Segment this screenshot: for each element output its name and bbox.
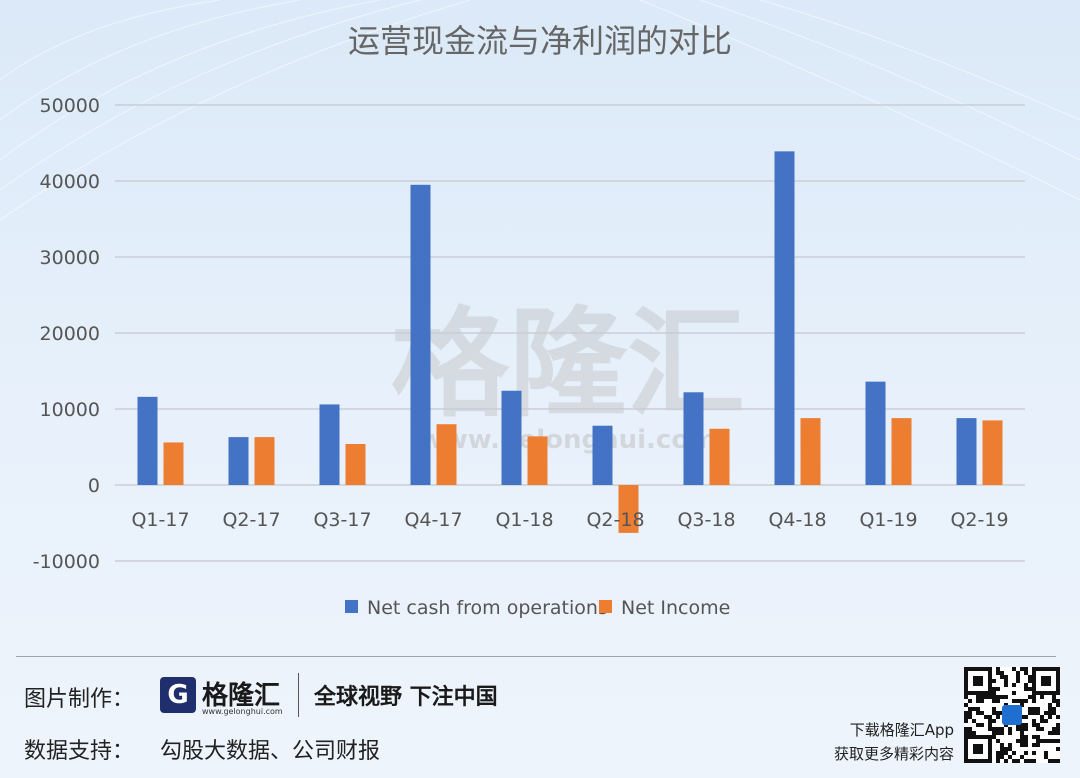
legend-swatch-1 [599, 600, 612, 613]
bar-net-cash-Q2-18 [592, 425, 613, 485]
chart-title: 运营现金流与净利润的对比 [348, 22, 732, 60]
slogan: 全球视野 下注中国 [314, 685, 498, 710]
bar-net-income-Q4-17 [436, 424, 457, 485]
x-tick-label: Q3-18 [677, 509, 735, 531]
bar-net-cash-Q2-17 [228, 437, 249, 485]
logo-name: 格隆汇 [202, 681, 281, 711]
y-axis: -10000 0 10000 20000 30000 40000 50000 [33, 95, 100, 573]
legend-label-0: Net cash from operations [367, 597, 608, 619]
y-tick-label: -10000 [33, 551, 100, 573]
y-tick-label: 50000 [40, 95, 100, 117]
bar-chart: 运营现金流与净利润的对比 格隆汇 www.gelonghui.com -1000… [33, 22, 1025, 619]
made-by-label: 图片制作： [24, 687, 135, 712]
footer-divider [16, 656, 1056, 657]
legend-swatch-0 [345, 600, 358, 613]
bar-net-cash-Q1-19 [865, 381, 886, 485]
bar-net-cash-Q4-17 [410, 184, 431, 486]
bar-net-cash-Q2-19 [956, 418, 977, 485]
x-tick-label: Q2-17 [222, 509, 280, 531]
x-tick-label: Q4-17 [404, 509, 462, 531]
download-line-1: 下载格隆汇App [849, 721, 954, 739]
bar-net-income-Q1-18 [527, 436, 548, 485]
legend-label-1: Net Income [621, 597, 730, 619]
bar-net-income-Q2-17 [254, 437, 275, 485]
data-support-label: 数据支持： [24, 739, 135, 764]
x-axis: Q1-17 Q2-17 Q3-17 Q4-17 Q1-18 Q2-18 Q3-18 Q4-18… [131, 509, 1008, 531]
logo-url: www.gelonghui.com [202, 707, 283, 716]
gridlines [115, 104, 1025, 562]
x-tick-label: Q1-17 [131, 509, 189, 531]
bar-net-income-Q3-18 [709, 428, 730, 485]
x-tick-label: Q2-18 [586, 509, 644, 531]
bar-net-income-Q2-19 [982, 420, 1003, 485]
legend: Net cash from operations Net Income [345, 597, 730, 619]
bar-net-income-Q1-17 [163, 442, 184, 485]
footer: 图片制作： G 格隆汇 www.gelonghui.com 全球视野 下注中国 … [0, 657, 1080, 778]
data-support-value: 勾股大数据、公司财报 [160, 739, 381, 764]
download-line-2: 获取更多精彩内容 [833, 745, 954, 763]
y-tick-label: 10000 [40, 399, 100, 421]
x-tick-label: Q1-19 [859, 509, 917, 531]
y-tick-label: 40000 [40, 171, 100, 193]
x-tick-label: Q1-18 [495, 509, 553, 531]
y-tick-label: 20000 [40, 323, 100, 345]
y-tick-label: 30000 [40, 247, 100, 269]
bar-net-cash-Q3-18 [683, 392, 704, 485]
bar-net-income-Q1-19 [891, 418, 912, 485]
bar-net-income-Q4-18 [800, 418, 821, 485]
bar-net-cash-Q3-17 [319, 404, 340, 485]
watermark-url: www.gelonghui.com [420, 425, 717, 455]
bar-net-cash-Q4-18 [774, 151, 795, 486]
x-tick-label: Q3-17 [313, 509, 371, 531]
bar-net-cash-Q1-17 [137, 396, 158, 485]
bar-net-income-Q2-18 [618, 485, 639, 533]
x-tick-label: Q4-18 [768, 509, 826, 531]
qr-code-icon[interactable] [964, 667, 1060, 763]
x-tick-label: Q2-19 [950, 509, 1008, 531]
bars [137, 151, 1003, 533]
logo-mark-icon: G [160, 677, 196, 713]
footer-separator [298, 673, 299, 717]
y-tick-label: 0 [88, 475, 100, 497]
bar-net-cash-Q1-18 [501, 390, 522, 485]
bar-net-income-Q3-17 [345, 443, 366, 485]
